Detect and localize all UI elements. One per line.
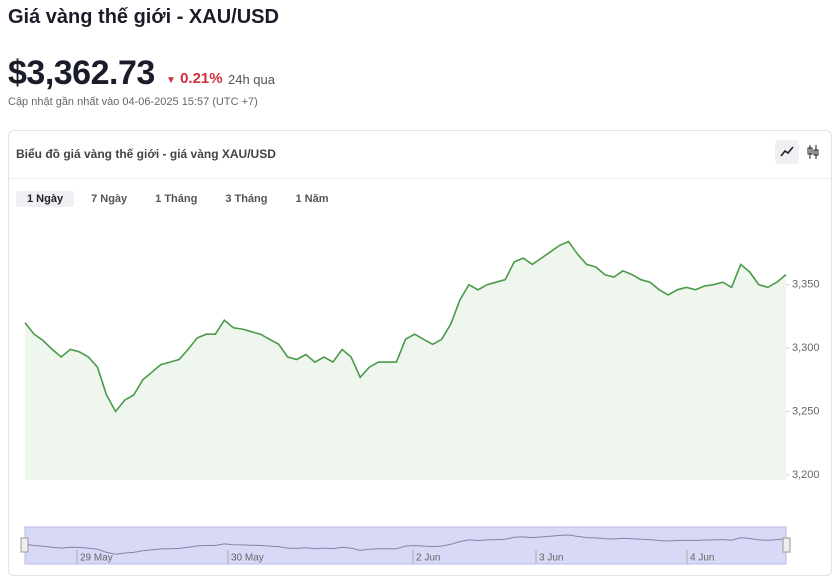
icon [780, 146, 794, 157]
navigator-handle[interactable] [20, 537, 29, 553]
card-title: Biểu đồ giá vàng thế giới - giá vàng XAU… [16, 147, 276, 161]
navigator[interactable] [24, 526, 787, 565]
y-tick-label: 3,200 [792, 469, 820, 481]
price: $3,362.73 [8, 54, 155, 92]
navigator-label: 3 Jun [539, 553, 563, 564]
navigator-handle[interactable] [782, 537, 791, 553]
range-tab[interactable]: 3 Tháng [225, 193, 268, 205]
navigator-label: 30 May [231, 553, 264, 564]
range-tabs: 1 Ngày 7 Ngày 1 Tháng 3 Tháng 1 Năm [16, 191, 340, 207]
price-line [24, 240, 787, 413]
updated-time: Cập nhật gần nhất vào 04-06-2025 15:57 (… [8, 96, 258, 108]
navigator-label: 29 May [80, 553, 113, 564]
divider [9, 178, 831, 179]
icon [807, 145, 819, 159]
range-tab[interactable]: 1 Ngày [16, 191, 75, 207]
price-change: ▼ 0.21% [166, 70, 223, 87]
y-tick-label: 3,250 [792, 405, 820, 417]
range-tab[interactable]: 1 Năm [295, 193, 329, 205]
navigator-line [24, 534, 787, 555]
y-tick-label: 3,350 [792, 279, 820, 291]
change-period: 24h qua [228, 72, 275, 87]
price-change-value: 0.21% [180, 70, 223, 87]
page-title: Giá vàng thế giới - XAU/USD [8, 6, 279, 28]
chart-card [8, 130, 832, 576]
y-tick-label: 3,300 [792, 342, 820, 354]
range-tab[interactable]: 1 Tháng [155, 193, 198, 205]
line-chart-button[interactable] [775, 140, 799, 164]
area [25, 241, 786, 480]
range-tab[interactable]: 7 Ngày [91, 193, 128, 205]
candle-chart-button[interactable] [801, 140, 825, 164]
navigator-label: 4 Jun [690, 553, 714, 564]
navigator-label: 2 Jun [416, 553, 440, 564]
